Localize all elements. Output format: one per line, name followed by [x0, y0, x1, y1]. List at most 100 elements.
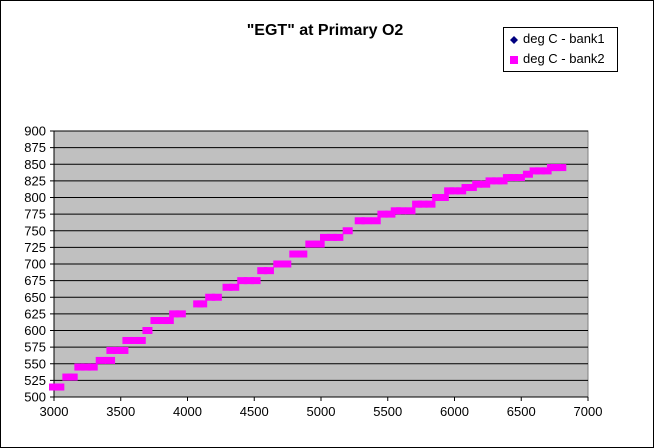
data-point-series-2	[508, 174, 519, 182]
data-point-series-2	[237, 277, 248, 285]
data-point-series-2	[273, 260, 284, 268]
data-point-series-2	[534, 167, 545, 175]
diamond-marker-icon	[510, 35, 518, 44]
x-tick-label: 4000	[173, 404, 202, 419]
data-point-series-2	[106, 346, 117, 354]
data-point-series-2	[529, 167, 540, 175]
data-point-series-2	[556, 164, 567, 172]
data-point-series-2	[158, 317, 169, 325]
data-point-series-2	[396, 207, 407, 215]
y-tick-label: 650	[24, 290, 46, 305]
data-point-series-2	[95, 356, 106, 364]
data-point-series-2	[54, 383, 65, 391]
square-marker-icon	[510, 55, 518, 64]
data-point-series-2	[354, 217, 365, 225]
data-point-series-2	[289, 250, 300, 258]
data-point-series-2	[541, 167, 552, 175]
data-point-series-2	[472, 180, 483, 188]
data-point-series-2	[142, 327, 153, 334]
data-point-series-2	[305, 240, 316, 248]
data-point-series-2	[105, 356, 116, 364]
data-point-series-2	[67, 373, 78, 381]
data-point-series-2	[81, 363, 92, 371]
legend-label-bank2: deg C - bank2	[523, 51, 605, 66]
data-point-series-2	[449, 187, 460, 195]
y-tick-label: 725	[24, 240, 46, 255]
data-point-series-2	[118, 346, 129, 354]
y-tick-label: 875	[24, 140, 46, 155]
x-tick-label: 3500	[106, 404, 135, 419]
data-point-series-2	[314, 240, 325, 248]
data-point-series-2	[456, 187, 467, 195]
y-tick-label: 575	[24, 340, 46, 355]
data-point-series-2	[197, 300, 208, 308]
y-tick-label: 675	[24, 273, 46, 288]
data-point-series-2	[466, 184, 477, 192]
data-point-series-2	[169, 310, 180, 318]
y-tick-label: 775	[24, 207, 46, 222]
data-point-series-2	[326, 233, 337, 241]
data-point-series-2	[281, 260, 292, 268]
data-point-series-2	[417, 200, 428, 208]
x-tick-label: 5000	[307, 404, 336, 419]
data-point-series-2	[130, 336, 141, 344]
data-point-series-2	[480, 180, 491, 188]
data-point-series-2	[522, 170, 533, 178]
data-point-series-2	[62, 373, 73, 381]
data-point-series-2	[243, 277, 254, 285]
data-point-series-2	[385, 210, 396, 218]
y-tick-label: 825	[24, 173, 46, 188]
data-point-series-2	[229, 283, 240, 291]
data-point-series-2	[74, 363, 85, 371]
data-point-series-2	[122, 336, 133, 344]
legend-item-bank1: deg C - bank1	[510, 30, 605, 48]
data-points	[49, 164, 567, 391]
data-point-series-2	[175, 310, 186, 318]
data-point-series-2	[320, 233, 331, 241]
data-point-series-2	[514, 174, 525, 182]
legend: deg C - bank1 deg C - bank2	[503, 27, 618, 72]
y-tick-label: 800	[24, 190, 46, 205]
data-point-series-2	[492, 177, 503, 185]
data-point-series-2	[412, 200, 423, 208]
data-point-series-2	[257, 267, 268, 275]
y-tick-label: 550	[24, 356, 46, 371]
chart-title: "EGT" at Primary O2	[246, 22, 404, 39]
data-point-series-2	[113, 346, 124, 354]
data-point-series-2	[550, 164, 561, 172]
data-point-series-2	[432, 194, 443, 201]
x-tick-label: 6000	[440, 404, 469, 419]
data-point-series-2	[390, 207, 401, 215]
data-point-series-2	[425, 200, 436, 208]
x-axis-ticks: 3000 3500 4000 4500 5000 5500 6000 6500 7000	[40, 397, 603, 419]
legend-label-bank1: deg C - bank1	[523, 31, 605, 46]
y-tick-label: 750	[24, 223, 46, 238]
y-tick-label: 600	[24, 323, 46, 338]
legend-item-bank2: deg C - bank2	[510, 50, 605, 68]
x-tick-label: 6500	[507, 404, 536, 419]
y-tick-label: 525	[24, 373, 46, 388]
x-tick-label: 7000	[574, 404, 603, 419]
data-point-series-2	[405, 207, 416, 215]
gridlines	[54, 130, 588, 381]
data-point-series-2	[150, 317, 161, 325]
data-point-series-2	[461, 184, 472, 192]
data-point-series-2	[263, 267, 274, 275]
y-tick-label: 850	[24, 157, 46, 172]
data-point-series-2	[297, 250, 308, 258]
data-point-series-2	[163, 317, 174, 325]
data-point-series-2	[211, 293, 222, 301]
data-point-series-2	[377, 210, 388, 218]
data-point-series-2	[485, 177, 496, 185]
data-point-series-2	[502, 174, 513, 182]
data-point-series-2	[222, 283, 233, 291]
data-point-series-2	[49, 383, 59, 391]
data-point-series-2	[250, 277, 261, 285]
y-tick-label: 700	[24, 257, 46, 272]
data-point-series-2	[444, 187, 455, 195]
data-point-series-2	[87, 363, 98, 371]
data-point-series-2	[333, 233, 344, 241]
data-point-series-2	[135, 336, 146, 344]
